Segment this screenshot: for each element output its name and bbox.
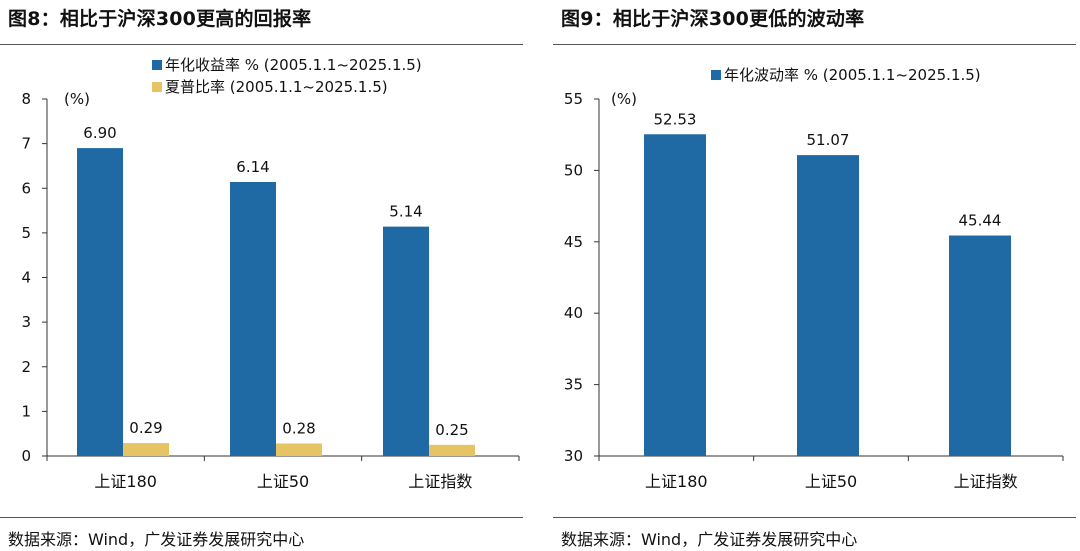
y-axis-unit-label: (%): [611, 90, 637, 108]
bar: [230, 182, 276, 456]
y-tick-label: 7: [21, 135, 31, 153]
y-tick-label: 50: [564, 161, 583, 179]
chart-returns: 年化收益率 % (2005.1.1~2025.1.5) 夏普比率 (2005.1.…: [21, 56, 520, 491]
bar: [383, 226, 429, 456]
figure-8-panel: 图8：相比于沪深300更高的回报率 年化收益率 % (2005.1.1~2025…: [0, 0, 527, 551]
legend-swatch: [152, 60, 162, 70]
data-label: 6.14: [236, 158, 269, 176]
figure-9-panel: 图9：相比于沪深300更低的波动率 年化波动率 % (2005.1.1~2025…: [553, 0, 1080, 551]
bar: [644, 134, 706, 456]
x-category-label: 上证50: [805, 472, 857, 491]
x-category-label: 上证180: [94, 472, 157, 491]
data-label: 51.07: [807, 131, 850, 149]
y-tick-label: 45: [564, 233, 583, 251]
bar: [276, 443, 322, 456]
y-tick-label: 8: [21, 90, 31, 108]
bar: [797, 155, 859, 456]
source-note: 数据来源：Wind，广发证券发展研究中心: [8, 530, 305, 549]
bottom-divider: [553, 517, 1076, 518]
legend-label: 夏普比率 (2005.1.1~2025.1.5): [165, 78, 388, 96]
bottom-divider: [0, 517, 523, 518]
x-category-label: 上证180: [645, 472, 708, 491]
y-tick-label: 1: [21, 402, 31, 420]
data-label: 5.14: [389, 203, 422, 221]
legend-swatch: [152, 82, 162, 92]
data-label: 0.28: [282, 420, 315, 438]
data-label: 6.90: [83, 124, 116, 142]
source-note: 数据来源：Wind，广发证券发展研究中心: [561, 530, 858, 549]
figure-title: 图8：相比于沪深300更高的回报率: [8, 8, 312, 30]
top-divider: [0, 44, 523, 45]
y-tick-label: 55: [564, 90, 583, 108]
y-tick-label: 40: [564, 304, 583, 322]
y-tick-label: 35: [564, 376, 583, 394]
chart-volatility: 年化波动率 % (2005.1.1~2025.1.5) 30 35 40 45 50 55 (…: [564, 66, 1064, 491]
legend-label: 年化波动率 % (2005.1.1~2025.1.5): [724, 66, 981, 84]
figure-title: 图9：相比于沪深300更低的波动率: [561, 8, 865, 30]
y-tick-label: 3: [21, 313, 31, 331]
legend-swatch: [711, 70, 721, 80]
legend-label: 年化收益率 % (2005.1.1~2025.1.5): [165, 56, 422, 74]
top-divider: [553, 44, 1076, 45]
data-label: 45.44: [959, 212, 1002, 230]
y-tick-label: 0: [21, 447, 31, 465]
bar: [77, 148, 123, 456]
y-axis-unit-label: (%): [64, 90, 90, 108]
x-category-label: 上证指数: [954, 472, 1018, 491]
y-tick-label: 30: [564, 447, 583, 465]
y-tick-label: 6: [21, 179, 31, 197]
y-tick-label: 4: [21, 269, 31, 287]
x-category-label: 上证指数: [408, 472, 472, 491]
data-label: 52.53: [654, 110, 697, 128]
bar: [123, 443, 169, 456]
data-label: 0.29: [129, 419, 162, 437]
y-tick-label: 5: [21, 224, 31, 242]
data-label: 0.25: [435, 421, 468, 439]
bar: [429, 444, 475, 456]
y-tick-label: 2: [21, 358, 31, 376]
x-category-label: 上证50: [257, 472, 309, 491]
bar: [949, 235, 1011, 456]
